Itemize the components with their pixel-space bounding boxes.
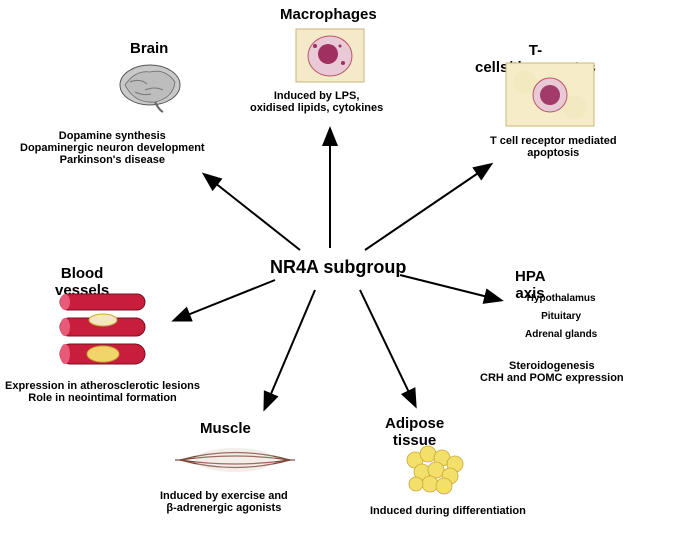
muscle-desc: Induced by exercise and β-adrenergic ago… [160,490,288,514]
hpa-desc: Steroidogenesis CRH and POMC expression [480,360,624,384]
macrophages-title: Macrophages [280,6,377,23]
vessels-desc: Expression in atherosclerotic lesions Ro… [5,380,200,404]
center-label: NR4A subgroup [270,257,406,278]
vessels-icon [55,290,150,370]
tcells-desc: T cell receptor mediated apoptosis [490,135,617,159]
hpa-sub: Hypothalamus Pituitary Adrenal glands [525,290,597,344]
adipose-desc: Induced during differentiation [370,505,526,517]
macrophages-desc: Induced by LPS, oxidised lipids, cytokin… [250,90,383,114]
brain-desc: Dopamine synthesis Dopaminergic neuron d… [20,130,205,166]
adipose-icon [400,440,470,495]
macrophage-icon [295,28,365,83]
muscle-icon [175,440,295,480]
muscle-title: Muscle [200,420,251,437]
brain-icon [115,60,185,115]
tcell-icon [505,62,595,127]
brain-title: Brain [130,40,168,57]
